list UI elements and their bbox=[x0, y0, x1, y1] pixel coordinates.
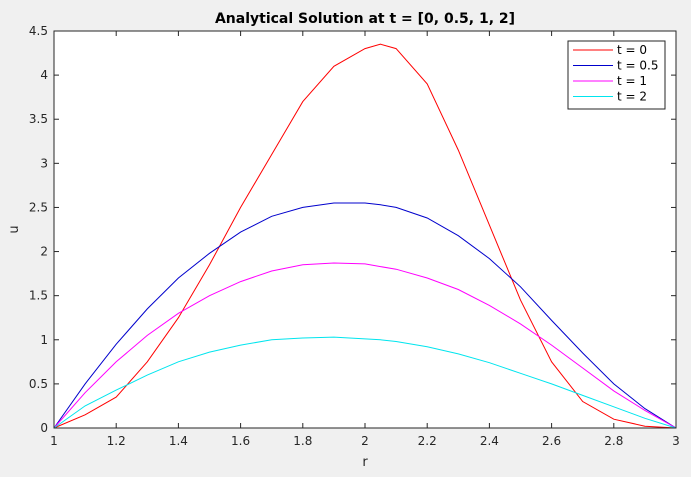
series-line-3 bbox=[53, 336, 677, 429]
series-line-1 bbox=[53, 202, 677, 429]
chart-title: Analytical Solution at t = [0, 0.5, 1, 2… bbox=[215, 11, 515, 27]
legend-box bbox=[567, 40, 666, 110]
x-tick-label: 2.2 bbox=[418, 434, 437, 448]
y-tick-label: 1 bbox=[40, 333, 48, 347]
x-tick-label: 2.6 bbox=[542, 434, 561, 448]
y-tick-label: 0.5 bbox=[29, 377, 48, 391]
x-tick-label: 1.6 bbox=[231, 434, 250, 448]
plot-frame bbox=[53, 30, 677, 429]
y-tick-label: 3 bbox=[40, 156, 48, 170]
legend-label-0: t = 0 bbox=[617, 43, 647, 57]
y-tick-label: 1.5 bbox=[29, 289, 48, 303]
legend-label-1: t = 0.5 bbox=[617, 59, 658, 73]
x-tick-label: 1.2 bbox=[107, 434, 126, 448]
ticks-layer: 1 1.2 1.4 1.6 1.8 2 2.2 2.4 2.6 2.8 3 0 0.5 1 1.5 2 2.5 3… bbox=[29, 24, 680, 448]
y-tick-label: 2.5 bbox=[29, 200, 48, 214]
y-axis-label: u bbox=[7, 225, 22, 233]
x-tick-label: 3 bbox=[672, 434, 680, 448]
legend-label-2: t = 1 bbox=[617, 74, 647, 88]
x-tick-label: 1 bbox=[50, 434, 58, 448]
series-line-2 bbox=[53, 262, 677, 429]
legend: t = 0 t = 0.5t = 1 t = 2 bbox=[567, 40, 666, 110]
x-tick-label: 1.8 bbox=[293, 434, 312, 448]
x-tick-label: 1.4 bbox=[169, 434, 188, 448]
legend-label-3: t = 2 bbox=[617, 90, 647, 104]
y-tick-label: 3.5 bbox=[29, 112, 48, 126]
y-tick-label: 2 bbox=[40, 245, 48, 259]
x-tick-label: 2 bbox=[361, 434, 369, 448]
x-tick-label: 2.8 bbox=[604, 434, 623, 448]
x-tick-label: 2.4 bbox=[480, 434, 499, 448]
x-axis-label: r bbox=[362, 455, 368, 470]
series-line-0 bbox=[53, 43, 677, 429]
series-layer bbox=[53, 43, 677, 429]
y-tick-label: 0 bbox=[40, 421, 48, 435]
y-tick-label: 4.5 bbox=[29, 24, 48, 38]
y-tick-label: 4 bbox=[40, 68, 48, 82]
